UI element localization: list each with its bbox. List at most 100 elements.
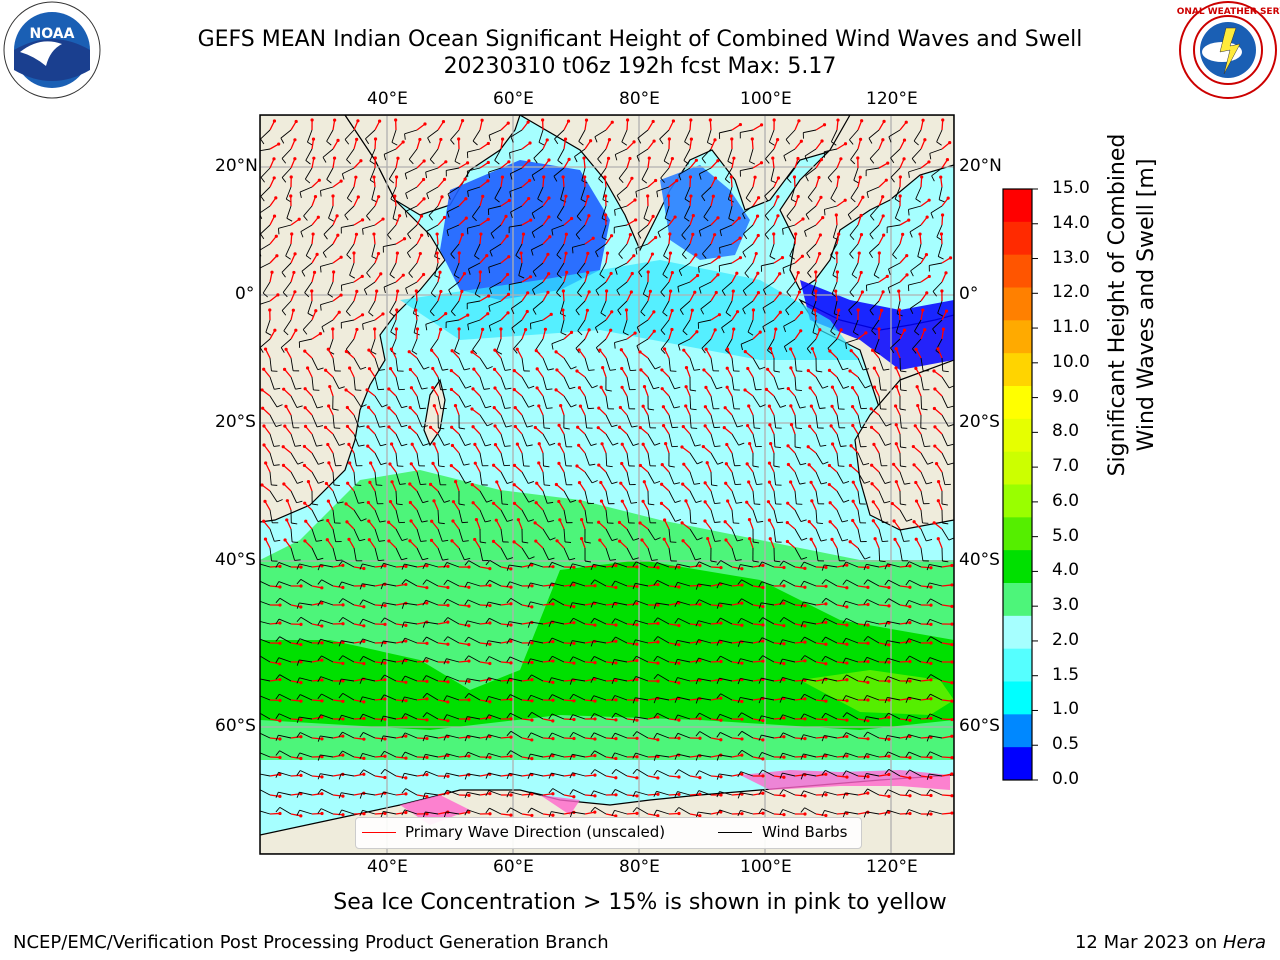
wind-barb-flag xyxy=(527,582,531,589)
wind-barb-flag xyxy=(443,579,448,586)
wind-barb xyxy=(537,186,544,200)
wind-barb xyxy=(785,129,796,140)
wave-direction-arrow xyxy=(621,463,628,473)
wind-barb xyxy=(552,655,565,663)
wind-barb xyxy=(353,376,356,390)
wind-barb-flag xyxy=(674,714,679,721)
wind-barb-flag xyxy=(530,249,534,256)
wind-barb-flag xyxy=(648,503,655,506)
wave-direction-arrow xyxy=(416,274,425,283)
wind-barb xyxy=(824,677,838,682)
wind-barb-flag xyxy=(799,482,806,485)
wind-barb-flag xyxy=(569,386,576,390)
wind-barb-flag xyxy=(773,370,780,373)
wave-direction-arrow xyxy=(773,139,779,150)
wave-arrow-head xyxy=(682,462,686,466)
wind-barb xyxy=(384,768,397,777)
latitude-label: 20°N xyxy=(215,156,258,176)
wave-direction-arrow xyxy=(437,178,445,188)
wind-barb xyxy=(770,167,775,181)
wave-arrow-head xyxy=(717,255,721,259)
wind-barb xyxy=(437,376,442,390)
wave-arrow-head xyxy=(449,387,454,392)
wind-barb xyxy=(626,509,630,523)
wind-barb-flag xyxy=(485,444,492,447)
wave-direction-arrow xyxy=(458,774,470,777)
wave-direction-arrow xyxy=(451,388,460,397)
wind-barb-flag xyxy=(821,656,826,662)
wave-arrow-head xyxy=(467,717,471,721)
wind-barb-flag xyxy=(862,368,869,371)
wave-arrow-head xyxy=(800,254,805,258)
wind-barb xyxy=(920,452,928,465)
wind-barb xyxy=(803,753,817,758)
wave-arrow-head xyxy=(500,175,505,179)
wave-direction-arrow xyxy=(836,735,847,739)
wind-barb-flag xyxy=(443,562,448,568)
wind-barb-flag xyxy=(442,368,449,371)
wave-arrow-head xyxy=(724,462,728,466)
wind-barb-flag xyxy=(681,254,687,260)
wind-barb xyxy=(467,751,481,758)
wind-barb-flag xyxy=(863,773,867,780)
wind-barb xyxy=(752,509,758,523)
wind-barb xyxy=(761,789,775,796)
wave-arrow-head xyxy=(587,290,591,294)
wave-arrow-head xyxy=(782,642,786,646)
wave-direction-arrow xyxy=(647,121,654,131)
wind-barb-flag xyxy=(296,732,301,738)
wave-direction-arrow xyxy=(815,813,826,817)
wave-arrow-head xyxy=(570,216,574,221)
wave-direction-arrow xyxy=(494,425,502,435)
wave-arrow-head xyxy=(421,177,426,182)
colorbar-tick-label: 9.0 xyxy=(1052,386,1080,407)
wind-barb xyxy=(425,770,439,777)
wind-barb xyxy=(782,262,796,269)
wind-barb-flag xyxy=(506,750,512,756)
wave-direction-arrow xyxy=(794,698,806,701)
wind-barb-flag xyxy=(359,618,364,625)
wind-barb xyxy=(845,338,859,344)
wind-barb xyxy=(929,713,943,720)
wave-arrow-head xyxy=(551,754,555,758)
wind-barb xyxy=(362,563,376,568)
wind-barb xyxy=(551,582,565,587)
wave-direction-arrow xyxy=(794,794,806,797)
wave-direction-arrow xyxy=(311,272,316,283)
wind-barb xyxy=(447,205,460,213)
wave-arrow-head xyxy=(719,810,723,814)
wave-direction-arrow xyxy=(709,119,712,131)
wave-arrow-head xyxy=(331,327,335,331)
wave-direction-arrow xyxy=(941,119,944,131)
colorbar-tick-label: 1.0 xyxy=(1052,699,1080,720)
wave-arrow-head xyxy=(293,157,297,161)
wind-barb xyxy=(914,319,922,332)
wind-barb-flag xyxy=(611,538,618,542)
wave-arrow-head xyxy=(404,623,408,627)
wind-barb xyxy=(878,547,881,562)
wind-barb-flag xyxy=(752,465,759,468)
wind-barb xyxy=(663,148,670,162)
wave-direction-arrow xyxy=(752,678,763,682)
wind-barb-flag xyxy=(779,752,783,759)
wave-direction-arrow xyxy=(521,718,533,721)
wind-barb-flag xyxy=(464,368,471,371)
wave-arrow-head xyxy=(677,736,681,740)
wind-barb-flag xyxy=(786,291,792,297)
wind-barb-flag xyxy=(486,366,493,370)
wave-direction-arrow xyxy=(285,406,292,416)
wave-direction-arrow xyxy=(710,256,720,264)
wind-barb-flag xyxy=(673,406,680,409)
wave-arrow-head xyxy=(408,482,412,486)
wind-barb xyxy=(320,262,334,267)
wave-direction-arrow xyxy=(857,215,862,226)
wind-barb xyxy=(635,186,649,192)
wind-barb-flag xyxy=(346,254,352,260)
wind-barb xyxy=(328,205,334,219)
wave-direction-arrow xyxy=(479,642,491,645)
wind-barb-flag xyxy=(800,621,804,628)
wave-direction-arrow xyxy=(432,387,439,397)
wind-barb xyxy=(279,597,292,606)
wind-barb-flag xyxy=(783,155,787,162)
wave-arrow-head xyxy=(632,254,636,258)
